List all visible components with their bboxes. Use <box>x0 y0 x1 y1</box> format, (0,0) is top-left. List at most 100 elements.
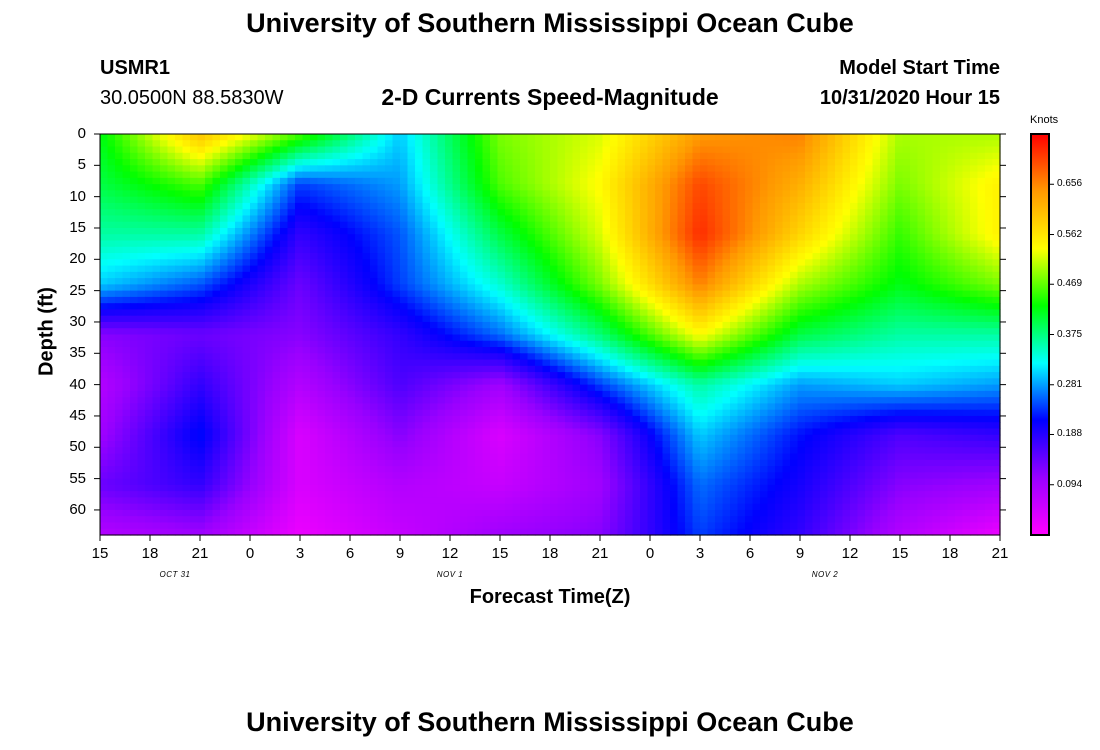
heatmap-cell <box>745 159 754 166</box>
heatmap-cell <box>152 290 161 298</box>
heatmap-cell <box>445 296 454 304</box>
heatmap-cell <box>880 309 889 317</box>
heatmap-cell <box>370 309 379 317</box>
heatmap-cell <box>902 240 911 248</box>
heatmap-cell <box>182 159 191 166</box>
heatmap-cell <box>910 152 919 160</box>
heatmap-cell <box>767 171 776 179</box>
heatmap-cell <box>932 321 941 329</box>
heatmap-cell <box>625 309 634 317</box>
heatmap-cell <box>505 234 514 242</box>
heatmap-cell <box>677 227 686 235</box>
heatmap-cell <box>940 309 949 317</box>
heatmap-cell <box>670 240 679 248</box>
heatmap-cell <box>842 378 851 386</box>
heatmap-cell <box>827 359 836 367</box>
heatmap-cell <box>160 177 169 185</box>
heatmap-cell <box>872 278 881 285</box>
heatmap-cell <box>647 384 656 392</box>
heatmap-cell <box>220 234 229 242</box>
heatmap-cell <box>497 184 506 191</box>
heatmap-cell <box>850 177 859 185</box>
heatmap-cell <box>775 321 784 329</box>
heatmap-cell <box>445 340 454 348</box>
heatmap-cell <box>962 221 971 229</box>
heatmap-cell <box>835 240 844 248</box>
heatmap-cell <box>737 328 746 336</box>
heatmap-cell <box>602 303 611 311</box>
heatmap-cell <box>617 152 626 160</box>
heatmap-cell <box>925 309 934 317</box>
heatmap-cell <box>925 246 934 254</box>
heatmap-cell <box>640 347 649 354</box>
heatmap-cell <box>812 259 821 267</box>
heatmap-cell <box>925 221 934 229</box>
heatmap-cell <box>452 284 461 292</box>
heatmap-cell <box>280 321 289 329</box>
heatmap-cell <box>505 353 514 361</box>
heatmap-cell <box>197 152 206 160</box>
heatmap-cell <box>212 215 221 223</box>
heatmap-cell <box>790 209 799 217</box>
heatmap-cell <box>835 146 844 154</box>
heatmap-cell <box>160 134 169 141</box>
heatmap-cell <box>130 215 139 223</box>
heatmap-cell <box>917 202 926 210</box>
heatmap-cell <box>505 315 514 323</box>
heatmap-cell <box>497 171 506 179</box>
heatmap-cell <box>505 384 514 392</box>
heatmap-cell <box>985 196 994 204</box>
heatmap-cell <box>782 347 791 354</box>
heatmap-cell <box>205 278 214 285</box>
heatmap-cell <box>272 309 281 317</box>
heatmap-cell <box>790 365 799 373</box>
heatmap-cell <box>370 209 379 217</box>
heatmap-cell <box>610 209 619 217</box>
heatmap-cell <box>692 271 701 279</box>
heatmap-cell <box>392 140 401 148</box>
heatmap-cell <box>835 265 844 273</box>
heatmap-cell <box>872 259 881 267</box>
heatmap-cell <box>302 334 311 342</box>
heatmap-cell <box>167 134 176 141</box>
heatmap-cell <box>775 140 784 148</box>
heatmap-cell <box>145 234 154 242</box>
heatmap-cell <box>610 328 619 336</box>
heatmap-cell <box>947 315 956 323</box>
heatmap-cell <box>445 227 454 235</box>
heatmap-cell <box>362 359 371 367</box>
heatmap-cell <box>842 134 851 141</box>
heatmap-cell <box>677 159 686 166</box>
heatmap-cell <box>355 347 364 354</box>
heatmap-cell <box>520 340 529 348</box>
heatmap-cell <box>737 159 746 166</box>
heatmap-cell <box>437 372 446 379</box>
heatmap-cell <box>242 184 251 191</box>
heatmap-cell <box>152 328 161 336</box>
heatmap-cell <box>737 140 746 148</box>
heatmap-cell <box>160 215 169 223</box>
heatmap-cell <box>512 390 521 398</box>
heatmap-cell <box>857 184 866 191</box>
heatmap-cell <box>490 271 499 279</box>
heatmap-cell <box>805 359 814 367</box>
heatmap-cell <box>220 215 229 223</box>
heatmap-cell <box>400 171 409 179</box>
heatmap-cell <box>250 296 259 304</box>
heatmap-cell <box>685 328 694 336</box>
heatmap-cell <box>685 177 694 185</box>
heatmap-cell <box>947 234 956 242</box>
heatmap-cell <box>475 378 484 386</box>
heatmap-cell <box>707 384 716 392</box>
heatmap-cell <box>325 340 334 348</box>
heatmap-cell <box>370 171 379 179</box>
heatmap-cell <box>250 372 259 379</box>
heatmap-cell <box>205 284 214 292</box>
heatmap-cell <box>265 321 274 329</box>
heatmap-cell <box>212 246 221 254</box>
heatmap-cell <box>715 359 724 367</box>
heatmap-cell <box>107 290 116 298</box>
heatmap-cell <box>557 165 566 173</box>
heatmap-cell <box>820 165 829 173</box>
heatmap-cell <box>737 234 746 242</box>
